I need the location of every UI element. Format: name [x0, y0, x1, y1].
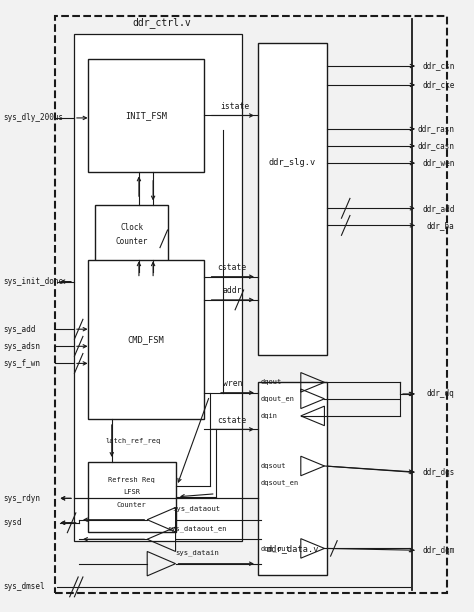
Text: Refresh Req: Refresh Req — [109, 477, 155, 483]
Text: sysd: sysd — [3, 518, 21, 528]
Bar — [258, 382, 327, 575]
Bar — [88, 59, 204, 171]
Bar — [88, 260, 204, 419]
Text: ddr_dqm: ddr_dqm — [422, 546, 455, 554]
Text: cstate: cstate — [218, 416, 247, 425]
Text: wren: wren — [222, 379, 242, 388]
Text: dqin: dqin — [261, 413, 278, 419]
Text: Counter: Counter — [116, 237, 148, 246]
Text: dqsout_en: dqsout_en — [261, 480, 299, 487]
Text: ddr_slg.v: ddr_slg.v — [269, 158, 316, 167]
Bar — [88, 461, 175, 532]
Text: dqsout: dqsout — [261, 463, 286, 469]
Text: ddr_wen: ddr_wen — [422, 159, 455, 168]
Text: ddr_dqs: ddr_dqs — [422, 468, 455, 477]
Text: sys_dmsel: sys_dmsel — [3, 583, 45, 591]
Bar — [258, 43, 327, 355]
Text: latch_ref_req: latch_ref_req — [105, 437, 161, 444]
Bar — [74, 34, 242, 541]
Text: dqout_en: dqout_en — [261, 395, 295, 402]
Text: sys_init_done: sys_init_done — [3, 277, 63, 286]
Text: sys_dataout: sys_dataout — [173, 506, 221, 512]
Text: sys_adsn: sys_adsn — [3, 341, 40, 351]
Text: ddr_add: ddr_add — [422, 204, 455, 213]
Bar — [55, 16, 447, 593]
Text: sys_datain: sys_datain — [175, 550, 219, 556]
Bar — [95, 205, 168, 272]
Text: ddr_ctrl.v: ddr_ctrl.v — [132, 17, 191, 28]
Text: ddr_ba: ddr_ba — [427, 221, 455, 230]
Text: Clock: Clock — [120, 223, 144, 233]
Text: ddr_cke: ddr_cke — [422, 80, 455, 89]
Text: cstate: cstate — [218, 263, 247, 272]
Text: istate: istate — [220, 102, 249, 111]
Text: ddr_dq: ddr_dq — [427, 389, 455, 398]
Text: ddr_data.v: ddr_data.v — [266, 545, 319, 553]
Text: sys_f_wn: sys_f_wn — [3, 359, 40, 368]
Text: sys_dataout_en: sys_dataout_en — [167, 525, 227, 532]
Text: ddr_casn: ddr_casn — [418, 141, 455, 151]
Text: Counter: Counter — [117, 502, 147, 509]
Text: sys_rdyn: sys_rdyn — [3, 494, 40, 503]
Text: addr: addr — [222, 286, 242, 295]
Text: ddr_csn: ddr_csn — [422, 62, 455, 70]
Text: sys_dly_200us: sys_dly_200us — [3, 113, 63, 122]
Text: dqout: dqout — [261, 379, 282, 386]
Text: INIT_FSM: INIT_FSM — [125, 111, 167, 120]
Text: dqm_out: dqm_out — [261, 545, 291, 552]
Text: ddr_rasn: ddr_rasn — [418, 124, 455, 133]
Text: sys_add: sys_add — [3, 325, 36, 334]
Text: CMD_FSM: CMD_FSM — [128, 335, 164, 344]
Text: LFSR: LFSR — [123, 489, 140, 495]
